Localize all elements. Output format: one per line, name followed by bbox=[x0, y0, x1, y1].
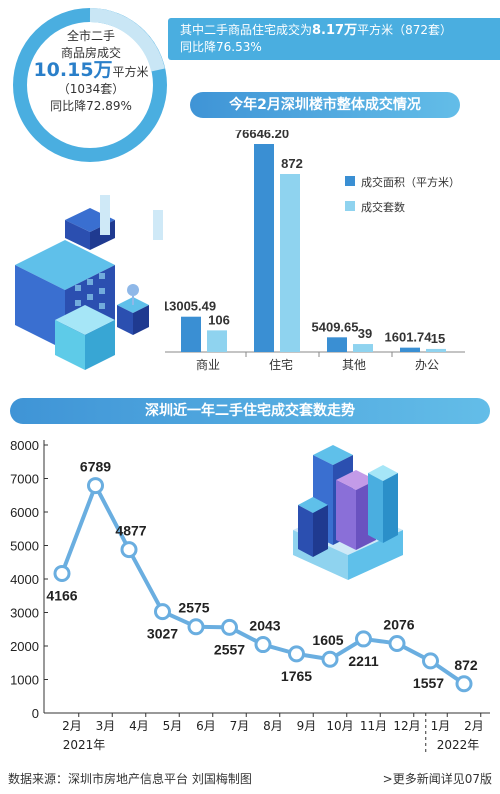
bar-units-1 bbox=[280, 174, 300, 352]
bar-units-label-3: 15 bbox=[431, 331, 445, 346]
bar-category-2: 其他 bbox=[342, 358, 366, 372]
year-label-2022: 2022年 bbox=[437, 738, 480, 752]
bar-area-label-0: 13005.49 bbox=[165, 299, 216, 314]
series-point-8 bbox=[321, 650, 339, 668]
series-point-0 bbox=[53, 564, 71, 582]
summary-units: （1034套） bbox=[57, 82, 125, 96]
donut-summary: 全市二手 商品房成交 10.15万平方米 （1034套） 同比降72.89% bbox=[18, 28, 164, 115]
series-point-1 bbox=[87, 477, 104, 495]
bar-area-label-3: 1601.74 bbox=[385, 330, 433, 345]
series-point-6 bbox=[254, 636, 272, 654]
line-chart-title: 深圳近一年二手住宅成交套数走势 bbox=[10, 398, 490, 424]
series-label-7: 1765 bbox=[281, 668, 312, 684]
summary-area-value: 10.15万 bbox=[33, 59, 113, 81]
city-illustration bbox=[293, 445, 403, 580]
line-xtick-label-7: 9月 bbox=[297, 719, 317, 733]
bar-area-2 bbox=[327, 337, 347, 352]
line-ytick-label-1: 1000 bbox=[10, 673, 39, 688]
line-ytick-label-3: 3000 bbox=[10, 606, 39, 621]
line-chart: 0 1000 2000 3000 4000 5000 6000 7000 8000 2月 3月 4月 5… bbox=[10, 438, 490, 753]
bar-units-3 bbox=[426, 348, 446, 352]
series-point-7 bbox=[288, 645, 305, 663]
series-label-6: 2043 bbox=[249, 618, 280, 634]
series-point-5 bbox=[221, 618, 238, 636]
bar-category-0: 商业 bbox=[196, 357, 220, 372]
line-ytick-label-2: 2000 bbox=[10, 639, 39, 654]
banner-yoy: 同比降76.53% bbox=[180, 40, 262, 54]
bar-units-0 bbox=[207, 330, 227, 352]
bar-area-0 bbox=[181, 316, 201, 352]
legend-units-label: 成交套数 bbox=[361, 200, 405, 214]
line-xtick-label-0: 2月 bbox=[62, 719, 82, 733]
bar-area-label-1: 76646.20 bbox=[235, 130, 289, 141]
banner-pre: 其中二手商品住宅成交为 bbox=[180, 23, 313, 37]
donut-segment bbox=[89, 8, 165, 72]
footer-source: 数据来源：深圳市房地产信息平台 刘国梅制图 bbox=[8, 772, 252, 786]
bar-area-1 bbox=[254, 144, 274, 352]
line-ytick-label-5: 5000 bbox=[10, 539, 39, 554]
bar-units-2 bbox=[353, 344, 373, 352]
series-point-9 bbox=[355, 630, 372, 648]
series-label-11: 1557 bbox=[413, 675, 444, 691]
series-point-3 bbox=[154, 603, 171, 621]
line-xtick-label-11: 1月 bbox=[431, 719, 451, 733]
residential-banner: 其中二手商品住宅成交为8.17万平方米（872套） 同比降76.53% bbox=[168, 18, 500, 60]
bar-area-3 bbox=[400, 347, 420, 352]
bar-category-1: 住宅 bbox=[269, 357, 293, 372]
line-xtick-label-1: 3月 bbox=[96, 719, 116, 733]
footer-more: >更多新闻详见07版 bbox=[382, 772, 492, 786]
line-ytick-label-7: 7000 bbox=[10, 472, 39, 487]
line-xtick-label-12: 2月 bbox=[464, 719, 484, 733]
line-ytick-label-4: 4000 bbox=[10, 572, 39, 587]
series-label-3: 3027 bbox=[147, 626, 178, 642]
line-xtick-label-2: 4月 bbox=[129, 719, 149, 733]
series-label-0: 4166 bbox=[46, 587, 77, 603]
bar-units-label-2: 39 bbox=[358, 326, 372, 341]
series-point-4 bbox=[187, 618, 205, 636]
bar-area-label-2: 5409.65 bbox=[312, 319, 359, 334]
series-label-2: 4877 bbox=[115, 523, 146, 539]
line-xtick-label-10: 12月 bbox=[393, 719, 420, 733]
line-xtick-label-9: 11月 bbox=[360, 719, 387, 733]
summary-area-unit: 平方米 bbox=[112, 65, 149, 79]
series-label-12: 872 bbox=[454, 657, 478, 673]
bar-chart-title: 今年2月深圳楼市整体成交情况 bbox=[190, 92, 460, 118]
summary-yoy: 同比降72.89% bbox=[50, 99, 132, 113]
line-xtick-label-5: 7月 bbox=[230, 719, 250, 733]
donut-chart bbox=[13, 8, 167, 162]
line-xtick-label-6: 8月 bbox=[263, 719, 283, 733]
series-point-2 bbox=[120, 541, 138, 559]
year-label-2021: 2021年 bbox=[63, 738, 106, 752]
series-label-5: 2557 bbox=[214, 641, 245, 657]
series-point-11 bbox=[422, 652, 439, 670]
legend-area-swatch bbox=[345, 176, 355, 186]
banner-post: 平方米（872套） bbox=[357, 23, 452, 37]
series-label-1: 6789 bbox=[80, 459, 111, 475]
legend-units-swatch bbox=[345, 201, 355, 211]
line-ytick-label-0: 0 bbox=[32, 706, 39, 721]
series-label-10: 2076 bbox=[383, 616, 414, 632]
series-label-4: 2575 bbox=[178, 600, 209, 616]
line-xtick-label-3: 5月 bbox=[163, 719, 183, 733]
line-xtick-label-4: 6月 bbox=[196, 719, 216, 733]
line-xtick-label-8: 10月 bbox=[326, 719, 353, 733]
bar-units-label-0: 106 bbox=[208, 312, 230, 327]
line-ytick-label-8: 8000 bbox=[10, 438, 39, 453]
series-point-10 bbox=[388, 634, 406, 652]
series-label-8: 1605 bbox=[312, 632, 343, 648]
bar-category-3: 办公 bbox=[415, 357, 439, 372]
series-label-9: 2211 bbox=[348, 653, 379, 669]
building-illustration bbox=[15, 195, 163, 370]
summary-line1: 全市二手 bbox=[66, 29, 115, 43]
bar-units-label-1: 872 bbox=[281, 156, 303, 171]
summary-line2: 商品房成交 bbox=[60, 46, 121, 60]
legend-area-label: 成交面积（平方米） bbox=[361, 175, 460, 189]
line-ytick-label-6: 6000 bbox=[10, 505, 39, 520]
series-line bbox=[60, 483, 466, 686]
series-point-12 bbox=[455, 675, 473, 693]
banner-value: 8.17万 bbox=[312, 23, 358, 38]
